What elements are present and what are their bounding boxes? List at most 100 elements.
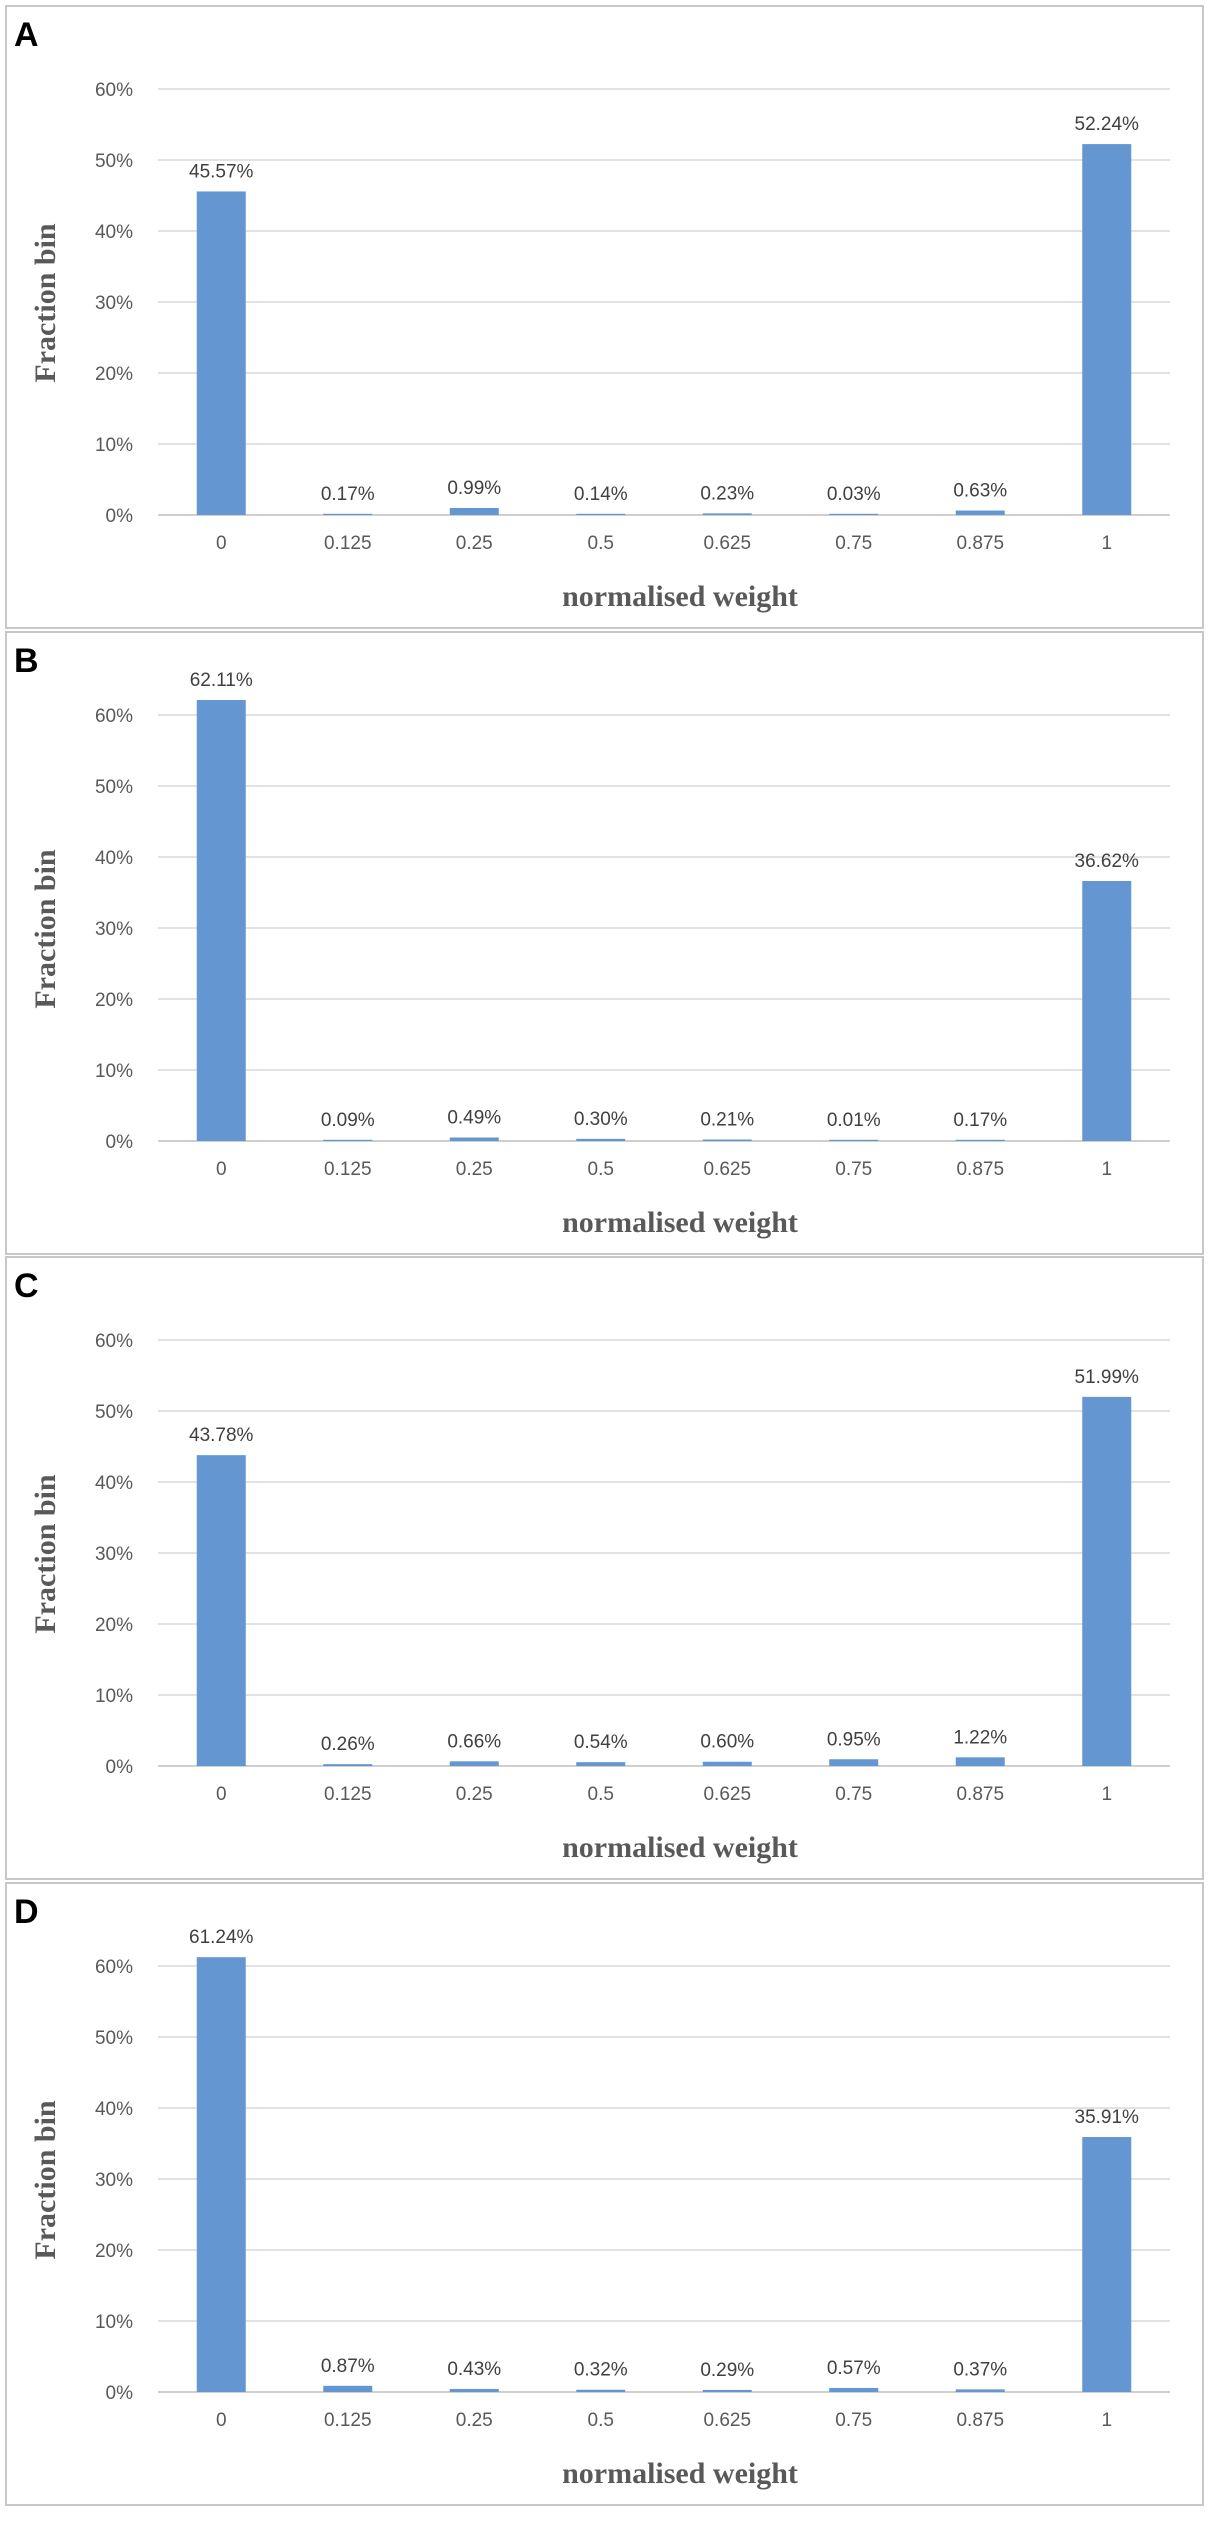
x-tick-label: 0.875 (956, 1159, 1004, 1180)
data-label: 0.32% (574, 2360, 628, 2381)
x-tick-label: 0.75 (835, 2410, 872, 2431)
data-label: 0.26% (321, 1734, 375, 1755)
y-tick-label: 0% (106, 1757, 134, 1778)
data-label: 0.57% (827, 2358, 881, 2379)
panel-letter: D (14, 1893, 39, 1931)
bar-0 (196, 191, 246, 515)
y-tick-label: 40% (95, 2099, 133, 2120)
data-label: 0.17% (321, 484, 375, 505)
y-tick-label: 60% (95, 706, 133, 727)
bar-0.875 (955, 510, 1005, 515)
data-label: 45.57% (189, 161, 254, 182)
y-tick-label: 0% (106, 1132, 134, 1153)
bar-1 (1082, 1396, 1132, 1766)
bar-0 (196, 700, 246, 1141)
y-tick-label: 50% (95, 777, 133, 798)
x-tick-label: 0.25 (456, 533, 493, 554)
x-tick-label: 0.5 (588, 1784, 614, 1805)
x-tick-label: 0 (216, 1159, 227, 1180)
x-tick-label: 0.125 (324, 1784, 372, 1805)
data-label: 62.11% (190, 670, 253, 691)
y-axis-title: Fraction bin (29, 223, 62, 382)
bar-0.625 (702, 1139, 752, 1141)
y-tick-label: 50% (95, 151, 133, 172)
x-tick-label: 0.125 (324, 2410, 372, 2431)
data-label: 0.63% (953, 481, 1007, 502)
x-axis-title: normalised weight (562, 580, 798, 613)
y-tick-label: 60% (95, 80, 133, 101)
y-tick-label: 40% (95, 848, 133, 869)
x-tick-label: 0.25 (456, 1159, 493, 1180)
y-tick-label: 30% (95, 2170, 133, 2191)
data-label: 36.62% (1075, 851, 1140, 872)
x-tick-label: 0.75 (835, 533, 872, 554)
y-tick-label: 20% (95, 2241, 133, 2262)
x-tick-label: 0.5 (588, 1159, 614, 1180)
panel-c: C 0% 10% 20% 30% 40% 50% 60% Fraction bin 43.78% 0… (5, 1256, 1204, 1880)
data-label: 0.03% (827, 484, 881, 505)
y-tick-label: 40% (95, 1473, 133, 1494)
bar-0.875 (955, 2389, 1005, 2392)
bar-0.25 (449, 507, 499, 515)
bar-0.5 (576, 2389, 626, 2392)
y-tick-label: 0% (106, 2383, 134, 2404)
bar-0.5 (576, 513, 626, 515)
x-tick-label: 1 (1101, 1159, 1112, 1180)
bar-1 (1082, 144, 1132, 515)
data-label: 0.99% (447, 478, 501, 499)
data-label: 0.01% (827, 1110, 881, 1131)
x-axis-title: normalised weight (562, 2457, 798, 2490)
x-axis-title: normalised weight (562, 1831, 798, 1864)
bar-0.875 (955, 1757, 1005, 1766)
data-label: 0.37% (953, 2359, 1007, 2380)
x-tick-label: 0.875 (956, 2410, 1004, 2431)
x-tick-label: 1 (1101, 1784, 1112, 1805)
x-tick-label: 0.625 (703, 533, 751, 554)
x-tick-label: 0.125 (324, 533, 372, 554)
data-label: 35.91% (1075, 2107, 1140, 2128)
x-tick-label: 0.75 (835, 1159, 872, 1180)
panel-d: D 0% 10% 20% 30% 40% 50% 60% Fraction bin 61.24% 0… (5, 1882, 1204, 2506)
data-label: 0.60% (700, 1732, 754, 1753)
data-label: 43.78% (189, 1425, 254, 1446)
y-axis-title: Fraction bin (29, 2100, 62, 2259)
data-label: 0.54% (574, 1732, 628, 1753)
x-tick-label: 0.875 (956, 1784, 1004, 1805)
x-tick-label: 0.75 (835, 1784, 872, 1805)
data-label: 0.87% (321, 2356, 375, 2377)
bar-0.625 (702, 513, 752, 515)
data-label: 0.66% (447, 1731, 501, 1752)
y-tick-label: 50% (95, 2028, 133, 2049)
bar-0.75 (829, 1139, 879, 1141)
y-axis-title: Fraction bin (29, 1474, 62, 1633)
y-tick-label: 60% (95, 1331, 133, 1352)
x-tick-label: 0.125 (324, 1159, 372, 1180)
data-label: 52.24% (1075, 114, 1140, 135)
bar-0.25 (449, 1761, 499, 1766)
y-tick-label: 10% (95, 1061, 133, 1082)
bar-0.25 (449, 1137, 499, 1141)
bar-0.5 (576, 1762, 626, 1766)
y-axis-title: Fraction bin (29, 849, 62, 1008)
x-tick-label: 0.625 (703, 1784, 751, 1805)
bar-0.25 (449, 2388, 499, 2392)
x-tick-label: 0.625 (703, 1159, 751, 1180)
bar-0.875 (955, 1139, 1005, 1141)
x-tick-label: 1 (1101, 2410, 1112, 2431)
data-label: 0.49% (447, 1108, 501, 1129)
x-axis-title: normalised weight (562, 1206, 798, 1239)
bar-0.75 (829, 2387, 879, 2392)
panel-letter: A (14, 16, 39, 54)
data-label: 0.21% (700, 1110, 754, 1131)
bar-1 (1082, 2137, 1132, 2392)
bar-0.125 (323, 1139, 373, 1141)
y-tick-label: 10% (95, 1686, 133, 1707)
data-label: 0.14% (574, 484, 628, 505)
x-tick-label: 0.625 (703, 2410, 751, 2431)
bar-0 (196, 1957, 246, 2392)
x-tick-label: 0 (216, 533, 227, 554)
bar-0.125 (323, 1764, 373, 1766)
bar-0.125 (323, 2385, 373, 2392)
x-tick-label: 0.5 (588, 533, 614, 554)
